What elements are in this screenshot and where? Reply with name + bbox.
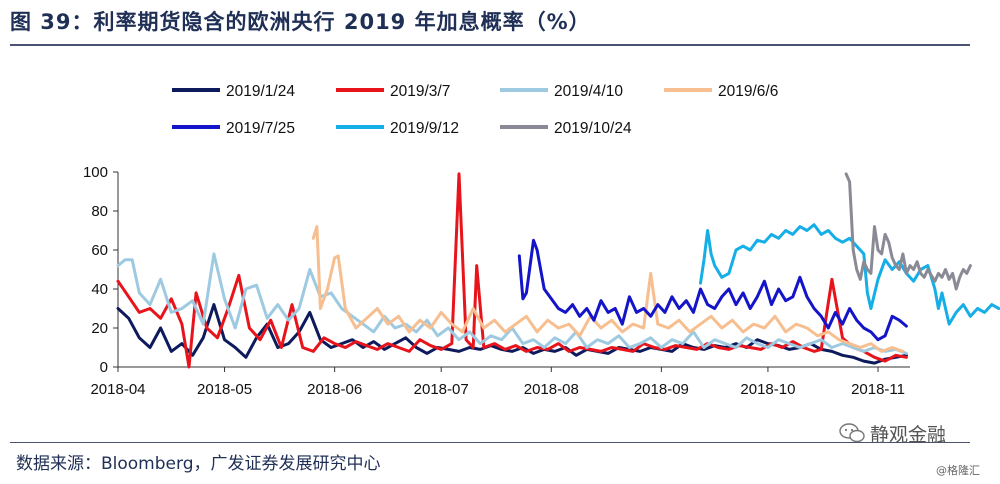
series-line-6	[844, 172, 972, 291]
chart-title: 图 39：利率期货隐含的欧洲央行 2019 年加息概率（%）	[10, 10, 591, 34]
x-tick-label: 2018-05	[197, 381, 252, 398]
legend-label-6: 2019/10/24	[554, 120, 632, 137]
source-divider	[10, 442, 970, 443]
title-divider	[10, 44, 970, 46]
plot-series	[116, 172, 1000, 369]
legend-label-5: 2019/9/12	[390, 120, 459, 137]
x-tick-label: 2018-06	[307, 381, 362, 398]
x-tick-label: 2018-10	[740, 381, 795, 398]
y-tick-label: 100	[83, 164, 108, 181]
y-tick-label: 0	[100, 359, 108, 376]
source-note: 数据来源：Bloomberg，广发证券发展研究中心	[16, 454, 381, 474]
legend-label-3: 2019/6/6	[718, 83, 778, 100]
legend-label-1: 2019/3/7	[390, 83, 450, 100]
series-line-1	[116, 172, 908, 369]
series-line-0	[116, 303, 908, 365]
y-axis: 0 20 40 60 80 100	[83, 164, 119, 376]
legend-label-0: 2019/1/24	[226, 83, 295, 100]
y-tick-label: 40	[91, 281, 108, 298]
y-tick-label: 80	[91, 203, 108, 220]
y-tick-label: 20	[91, 320, 108, 337]
x-tick-label: 2018-04	[90, 381, 145, 398]
series-line-2	[116, 252, 908, 355]
watermark-main: 静观金融	[870, 424, 947, 446]
series-line-4	[517, 238, 908, 342]
x-axis: 2018-04 2018-05 2018-06 2018-07 2018-08 2018-…	[90, 366, 910, 398]
x-tick-label: 2018-07	[414, 381, 469, 398]
y-tick-label: 60	[91, 242, 108, 259]
series-line-3	[311, 225, 905, 353]
wechat-icon	[839, 423, 865, 443]
series-line-5	[699, 223, 1000, 326]
chart-legend: 2019/1/24 2019/3/7 2019/4/10 2019/6/6 2019/7…	[172, 83, 778, 137]
x-tick-label: 2018-08	[524, 381, 579, 398]
x-tick-label: 2018-09	[634, 381, 689, 398]
watermark-sub: @格隆汇	[936, 464, 980, 477]
legend-label-4: 2019/7/25	[226, 120, 295, 137]
legend-label-2: 2019/4/10	[554, 83, 623, 100]
x-tick-label: 2018-11	[851, 381, 905, 398]
